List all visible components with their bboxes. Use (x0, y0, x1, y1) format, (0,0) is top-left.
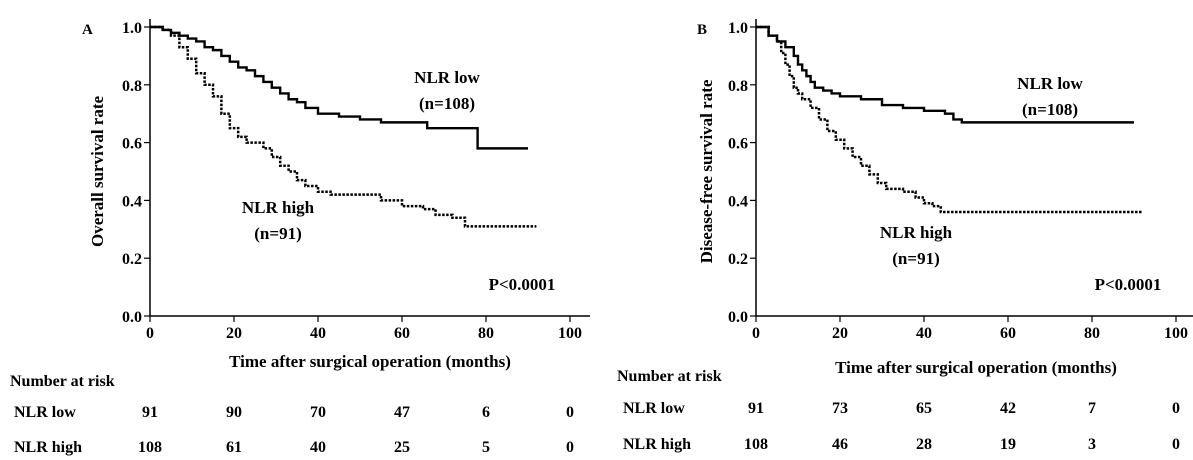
y-tick-label: 0.6 (122, 136, 142, 153)
curve-label: NLR high (242, 198, 315, 217)
risk-table-header: Number at risk (617, 368, 722, 385)
y-axis-label: Disease-free survival rate (697, 79, 716, 263)
x-tick-label: 60 (394, 325, 410, 342)
curve-label: (n=91) (892, 249, 939, 268)
x-tick-label: 100 (558, 325, 582, 342)
x-tick-label: 20 (832, 325, 848, 342)
x-axis-label: Time after surgical operation (months) (229, 352, 511, 371)
risk-cell: 3 (1088, 436, 1096, 453)
risk-cell: 0 (1172, 436, 1180, 453)
y-tick-label: 0.6 (728, 136, 748, 153)
curve-label: (n=91) (254, 224, 301, 243)
p-value: P<0.0001 (1095, 275, 1162, 294)
y-tick-label: 0.0 (122, 309, 142, 326)
risk-cell: 90 (226, 404, 242, 421)
risk-cell: 19 (1000, 436, 1016, 453)
y-tick-label: 0.4 (728, 193, 748, 210)
risk-row-label: NLR low (14, 404, 76, 421)
risk-cell: 108 (138, 439, 162, 456)
risk-cell: 46 (832, 436, 848, 453)
x-tick-label: 20 (226, 325, 242, 342)
risk-cell: 91 (748, 400, 764, 417)
risk-cell: 0 (566, 439, 574, 456)
risk-cell: 0 (566, 404, 574, 421)
risk-cell: 91 (142, 404, 158, 421)
risk-cell: 108 (744, 436, 768, 453)
y-tick-label: 0.8 (728, 78, 748, 95)
x-tick-label: 80 (1084, 325, 1100, 342)
panel-letter: A (82, 22, 93, 38)
survival-curve-nlr-high (150, 25, 537, 228)
y-tick-label: 1.0 (122, 20, 142, 37)
panel-letter: B (697, 22, 707, 38)
risk-cell: 65 (916, 400, 932, 417)
y-tick-label: 0.8 (122, 78, 142, 95)
risk-cell: 0 (1172, 400, 1180, 417)
x-tick-label: 100 (1164, 325, 1188, 342)
x-tick-label: 80 (478, 325, 494, 342)
risk-cell: 47 (394, 404, 410, 421)
survival-curve-nlr-low (756, 25, 1134, 124)
risk-cell: 40 (310, 439, 326, 456)
survival-curve-nlr-high (756, 25, 1143, 214)
y-tick-label: 0.4 (122, 193, 142, 210)
risk-row-label: NLR low (623, 400, 685, 417)
risk-cell: 7 (1088, 400, 1096, 417)
x-tick-label: 40 (916, 325, 932, 342)
risk-cell: 42 (1000, 400, 1016, 417)
curve-label: (n=108) (419, 94, 475, 113)
risk-cell: 61 (226, 439, 242, 456)
y-axis-label: Overall survival rate (88, 96, 107, 248)
panel-b-disease-free-survival: 0.0 0.2 0.4 0.6 0.8 1.0 0 20 40 60 80 100 Disease-fr… (617, 19, 1193, 453)
y-tick-label: 0.0 (728, 309, 748, 326)
risk-cell: 70 (310, 404, 326, 421)
risk-table-header: Number at risk (10, 373, 115, 390)
survival-curve-nlr-low (150, 25, 528, 150)
risk-cell: 73 (832, 400, 848, 417)
risk-cell: 28 (916, 436, 932, 453)
curve-label: NLR low (414, 68, 480, 87)
curve-label: NLR low (1017, 74, 1083, 93)
risk-cell: 25 (394, 439, 410, 456)
curve-label: NLR high (880, 223, 953, 242)
x-tick-label: 40 (310, 325, 326, 342)
risk-row-label: NLR high (14, 439, 82, 456)
x-axis-label: Time after surgical operation (months) (835, 358, 1117, 377)
curve-label: (n=108) (1022, 100, 1078, 119)
p-value: P<0.0001 (489, 275, 556, 294)
y-tick-label: 0.2 (728, 251, 748, 268)
x-tick-label: 0 (752, 325, 760, 342)
risk-cell: 6 (482, 404, 490, 421)
risk-row-label: NLR high (623, 436, 691, 453)
risk-cell: 5 (482, 439, 490, 456)
x-tick-label: 60 (1000, 325, 1016, 342)
y-tick-label: 1.0 (728, 20, 748, 37)
x-tick-label: 0 (146, 325, 154, 342)
y-tick-label: 0.2 (122, 251, 142, 268)
